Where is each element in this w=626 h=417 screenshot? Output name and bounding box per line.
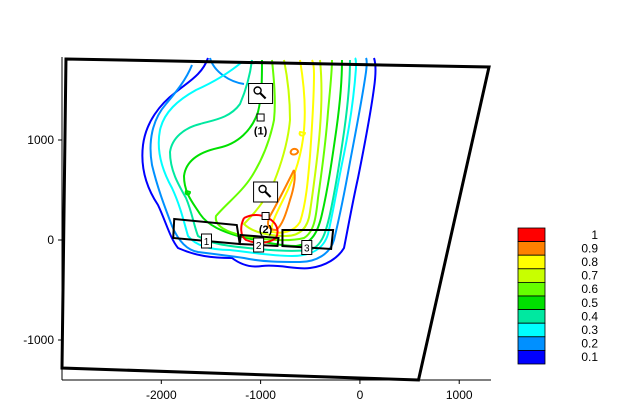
y-tick-label: 0 (47, 233, 54, 247)
contour-0-5 (183, 59, 343, 247)
source-label-1: 1 (200, 233, 212, 249)
legend-label: 0.9 (581, 241, 598, 255)
y-axis-ticks: -1000 0 1000 (23, 133, 62, 347)
legend-label: 0.5 (581, 296, 598, 310)
legend-label: 0.2 (581, 337, 598, 351)
legend-swatch (517, 241, 546, 256)
magnifier-icon (253, 181, 279, 203)
receptor-point (256, 113, 265, 122)
y-tick-label: -1000 (23, 333, 54, 347)
receptor-1: (1) (248, 83, 274, 138)
contour-0-4 (169, 59, 351, 252)
legend-label: 0.8 (581, 255, 598, 269)
source-label-text: 1 (204, 237, 210, 248)
legend-swatch (517, 336, 546, 351)
contour-0-9 (267, 169, 296, 231)
source-label-text: 2 (256, 241, 262, 252)
legend-swatch (517, 227, 546, 243)
contour-0-8 (270, 59, 315, 234)
source-area-2 (238, 233, 280, 248)
legend-label: 0.3 (581, 323, 598, 337)
legend-label: 1 (591, 228, 598, 242)
y-tick-label: 1000 (27, 133, 54, 147)
contour-0-3 (157, 57, 357, 257)
contour-0-7 (243, 59, 323, 237)
legend-label: 0.7 (581, 269, 598, 283)
receptor-2: (2) (253, 181, 279, 236)
x-tick-label: 1000 (446, 388, 473, 402)
legend-label: 0.1 (581, 350, 598, 364)
x-axis-ticks: -2000 -1000 0 1000 (146, 380, 473, 402)
source-label-text: 3 (304, 244, 310, 255)
legend-swatch (517, 349, 546, 365)
legend-label: 0.4 (581, 309, 598, 323)
source-label-2: 2 (253, 237, 265, 253)
source-area-3 (281, 229, 335, 251)
legend-swatch (517, 254, 546, 270)
legend: 10.90.80.70.60.50.40.30.20.1 (517, 227, 598, 365)
receptor-point (261, 212, 270, 220)
contour-0-9 (289, 147, 299, 156)
legend-swatch (517, 268, 546, 283)
magnifier-icon (248, 83, 274, 104)
contour-0-8 (298, 131, 306, 137)
source-areas: 1 2 3 (172, 217, 335, 255)
x-tick-label: -2000 (146, 388, 177, 402)
x-tick-label: -1000 (245, 388, 276, 402)
contour-0-1 (141, 57, 377, 270)
legend-swatch (517, 295, 546, 311)
legend-swatch (517, 309, 546, 324)
legend-label: 0.6 (581, 282, 598, 296)
legend-swatch (517, 281, 546, 297)
receptor-label: (1) (254, 126, 268, 138)
axes (61, 57, 491, 381)
contour-0-5 (184, 190, 191, 196)
receptor-markers: (1) (2) (248, 83, 279, 236)
legend-swatch (517, 322, 546, 338)
receptor-label: (2) (259, 224, 273, 236)
source-label-3: 3 (301, 240, 313, 255)
x-tick-label: 0 (357, 388, 364, 402)
